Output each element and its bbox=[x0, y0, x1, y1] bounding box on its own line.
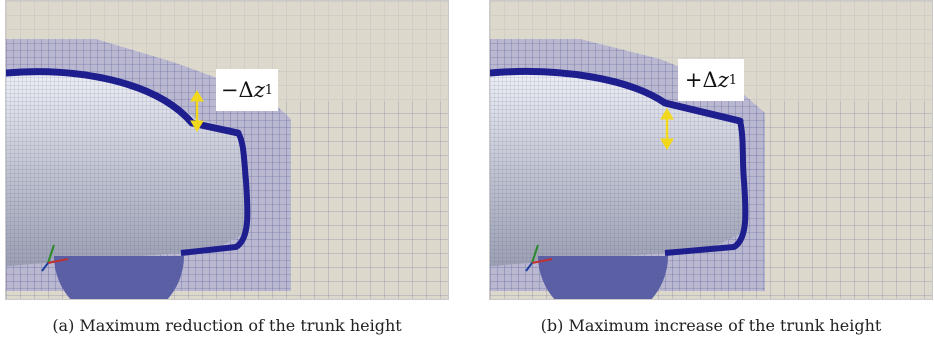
delta-sign: + bbox=[684, 68, 703, 92]
delta-sign: − bbox=[220, 78, 239, 102]
rear-edge bbox=[664, 120, 749, 256]
wheel-mesh bbox=[54, 256, 184, 299]
rear-edge bbox=[180, 131, 251, 256]
trunk-edge bbox=[490, 68, 744, 125]
car-surface-mesh bbox=[490, 71, 746, 266]
delta-variable: z bbox=[717, 68, 729, 92]
delta-symbol: Δ bbox=[702, 68, 718, 92]
displacement-arrow-icon bbox=[190, 90, 204, 132]
trunk-edge bbox=[6, 68, 242, 137]
delta-subscript: 1 bbox=[264, 82, 274, 98]
delta-subscript: 1 bbox=[728, 72, 738, 88]
axis-triad-icon bbox=[41, 244, 69, 272]
axis-triad-icon bbox=[525, 244, 553, 272]
panel-a-mesh-svg bbox=[6, 1, 448, 299]
caption-b: (b) Maximum increase of the trunk height bbox=[540, 316, 882, 335]
panel-b-mesh-svg bbox=[490, 1, 932, 299]
wheel-mesh bbox=[538, 256, 668, 299]
delta-variable: z bbox=[253, 78, 265, 102]
delta-symbol: Δ bbox=[238, 78, 254, 102]
displacement-arrow-icon bbox=[660, 108, 674, 150]
caption-a: (a) Maximum reduction of the trunk heigh… bbox=[52, 316, 402, 335]
